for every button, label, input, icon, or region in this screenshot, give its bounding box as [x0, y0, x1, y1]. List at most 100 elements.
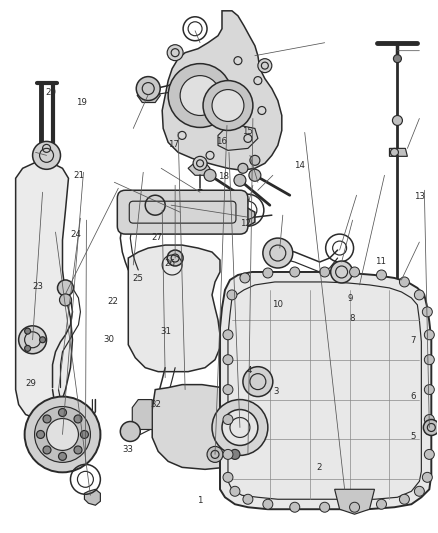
Circle shape — [74, 415, 82, 423]
Polygon shape — [220, 272, 431, 509]
Circle shape — [32, 141, 60, 169]
Circle shape — [197, 189, 203, 195]
Circle shape — [60, 294, 71, 306]
Circle shape — [222, 409, 258, 446]
Text: 8: 8 — [350, 314, 355, 323]
Circle shape — [377, 270, 386, 280]
Polygon shape — [255, 372, 278, 392]
Polygon shape — [218, 125, 258, 150]
Circle shape — [120, 422, 140, 441]
Circle shape — [223, 330, 233, 340]
Text: 17: 17 — [168, 140, 179, 149]
Circle shape — [204, 169, 216, 181]
Text: 21: 21 — [73, 171, 84, 180]
Circle shape — [263, 268, 273, 278]
Circle shape — [81, 431, 88, 439]
Circle shape — [424, 385, 434, 394]
Circle shape — [230, 449, 240, 459]
Circle shape — [57, 280, 74, 296]
Text: 24: 24 — [70, 230, 81, 239]
Circle shape — [263, 238, 293, 268]
Circle shape — [223, 385, 233, 394]
Circle shape — [223, 355, 233, 365]
Circle shape — [243, 494, 253, 504]
Circle shape — [212, 400, 268, 455]
Polygon shape — [128, 245, 220, 372]
Circle shape — [39, 337, 46, 343]
Circle shape — [250, 155, 260, 165]
Circle shape — [424, 355, 434, 365]
Text: 12: 12 — [240, 220, 251, 229]
Circle shape — [136, 77, 160, 101]
Circle shape — [59, 409, 67, 416]
Polygon shape — [85, 489, 100, 505]
Text: 27: 27 — [152, 233, 162, 242]
Circle shape — [240, 273, 250, 283]
Circle shape — [212, 90, 244, 122]
Circle shape — [414, 486, 424, 496]
Circle shape — [422, 307, 432, 317]
Text: 31: 31 — [160, 327, 171, 336]
Circle shape — [25, 345, 31, 351]
Circle shape — [207, 447, 223, 462]
FancyBboxPatch shape — [117, 190, 248, 234]
Circle shape — [25, 328, 31, 334]
Text: 25: 25 — [133, 273, 144, 282]
Polygon shape — [152, 385, 255, 470]
Text: 14: 14 — [294, 161, 305, 170]
Circle shape — [399, 494, 410, 504]
Circle shape — [399, 277, 410, 287]
Circle shape — [25, 397, 100, 472]
Circle shape — [249, 169, 261, 181]
Text: 7: 7 — [410, 336, 416, 345]
Circle shape — [424, 419, 438, 435]
Polygon shape — [335, 489, 374, 514]
Circle shape — [350, 267, 360, 277]
Circle shape — [331, 261, 353, 283]
Text: 22: 22 — [108, 296, 119, 305]
Polygon shape — [389, 148, 407, 156]
Circle shape — [290, 267, 300, 277]
Text: 18: 18 — [218, 172, 229, 181]
Circle shape — [392, 116, 403, 125]
Circle shape — [168, 63, 232, 127]
Text: 13: 13 — [414, 192, 425, 201]
Text: 19: 19 — [76, 99, 87, 107]
Text: 2: 2 — [317, 463, 322, 472]
Circle shape — [167, 250, 183, 266]
Circle shape — [223, 415, 233, 424]
Circle shape — [422, 472, 432, 482]
Circle shape — [167, 45, 183, 61]
Text: 9: 9 — [347, 294, 353, 303]
Text: 1: 1 — [197, 496, 202, 505]
Circle shape — [203, 80, 253, 131]
Polygon shape — [16, 163, 72, 419]
Text: 6: 6 — [410, 392, 416, 401]
Text: 16: 16 — [215, 137, 227, 146]
Circle shape — [193, 156, 207, 171]
Circle shape — [234, 174, 246, 186]
Circle shape — [320, 267, 330, 277]
Circle shape — [320, 502, 330, 512]
Text: 10: 10 — [272, 300, 283, 309]
Polygon shape — [132, 400, 152, 430]
Text: 33: 33 — [123, 445, 134, 454]
Polygon shape — [137, 83, 160, 102]
Circle shape — [74, 446, 82, 454]
Circle shape — [227, 290, 237, 300]
Circle shape — [350, 502, 360, 512]
Circle shape — [263, 499, 273, 509]
Circle shape — [243, 367, 273, 397]
Circle shape — [43, 415, 51, 423]
Text: 5: 5 — [410, 432, 416, 441]
Circle shape — [59, 453, 67, 461]
Polygon shape — [240, 208, 255, 226]
Circle shape — [258, 59, 272, 72]
Text: 20: 20 — [46, 88, 57, 96]
Text: 11: 11 — [375, 257, 386, 265]
Circle shape — [180, 76, 220, 116]
Circle shape — [145, 195, 165, 215]
Circle shape — [377, 499, 386, 509]
Text: 29: 29 — [25, 379, 36, 388]
Circle shape — [46, 418, 78, 450]
